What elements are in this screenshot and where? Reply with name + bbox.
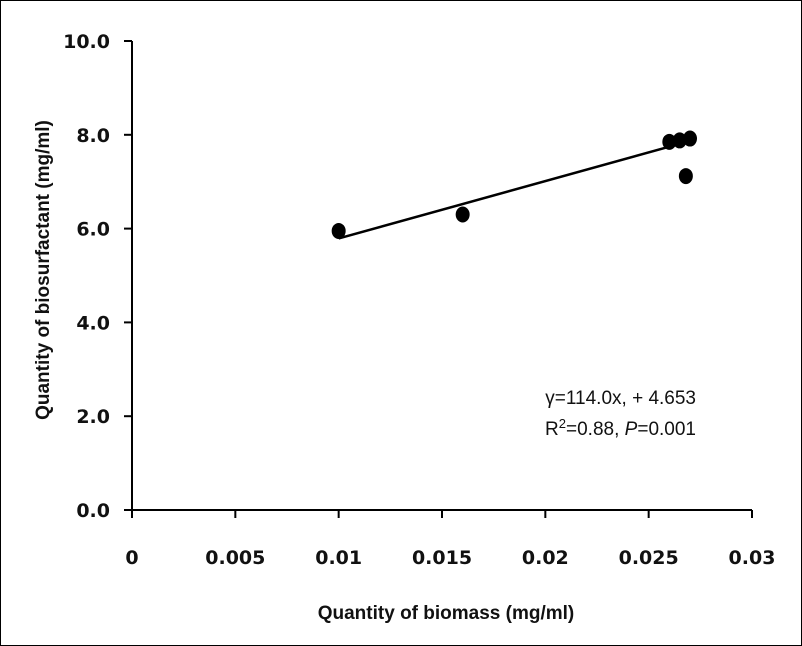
x-tick-label: 0 [125,547,138,569]
x-tick-label: 0.01 [315,547,362,569]
x-tick-label: 0.015 [412,547,472,569]
r-value: =0.88, [566,419,625,440]
x-tick-label: 0.025 [619,547,679,569]
regression-stats: R2=0.88, P=0.001 [545,416,696,440]
y-tick-label: 6.0 [76,219,110,241]
data-points [331,130,697,239]
x-ticks: 0 0.005 0.01 0.015 0.02 0.025 0.03 [125,510,775,569]
y-ticks: 0.0 2.0 4.0 6.0 8.0 10.0 [63,31,132,522]
trendline [338,139,691,240]
trendline-group [338,139,691,240]
y-axis-title: Quantity of biosurfactant (mg/ml) [33,120,54,420]
p-symbol: P [625,419,638,440]
r-superscript: 2 [559,416,566,431]
data-point [331,222,346,239]
data-point [662,133,677,150]
x-tick-label: 0.03 [729,547,776,569]
p-value: =0.001 [637,419,696,440]
x-axis-title: Quantity of biomass (mg/ml) [318,603,575,624]
y-tick-label: 2.0 [76,406,110,428]
data-point [672,132,687,149]
data-point [455,206,470,223]
x-tick-label: 0.02 [522,547,569,569]
regression-equation: γ=114.0x, + 4.653 [545,388,696,409]
r-symbol: R [545,419,559,440]
y-tick-label: 4.0 [76,312,110,334]
y-tick-label: 8.0 [76,125,110,147]
y-tick-label: 10.0 [63,31,110,53]
axes [124,41,752,511]
y-tick-label: 0.0 [76,500,110,522]
x-tick-label: 0.005 [205,547,265,569]
data-point [683,130,697,147]
data-point [678,168,693,185]
